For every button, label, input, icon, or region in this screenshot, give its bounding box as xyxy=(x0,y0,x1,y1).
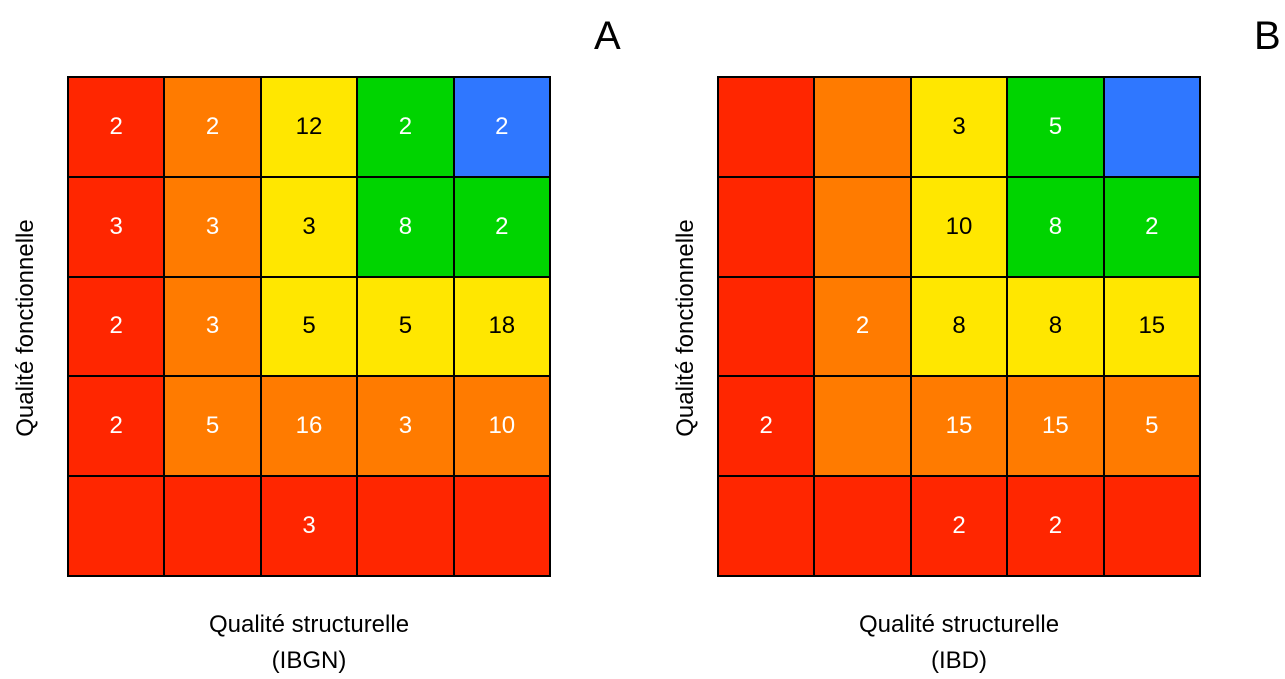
x-axis-label-block: Qualité structurelle (IBD) xyxy=(717,607,1201,679)
heatmap-cell xyxy=(164,476,261,576)
heatmap-cell: 2 xyxy=(68,77,165,177)
heatmap-cell xyxy=(718,176,815,277)
heatmap-cell: 2 xyxy=(910,476,1008,576)
panel-label: A xyxy=(594,14,621,58)
heatmap-cell: 15 xyxy=(1007,376,1104,477)
heatmap-cell xyxy=(1103,77,1200,177)
panel-b: B Qualité fonctionnelle 3 5 10 8 2 2 8 8 15 2 15 15… xyxy=(660,0,1281,679)
heatmap-cell: 2 xyxy=(453,77,550,177)
x-axis-index-label: (IBD) xyxy=(931,647,987,674)
heatmap-cell: 8 xyxy=(1007,276,1104,377)
heatmap-cell xyxy=(718,476,815,576)
heatmap-cell xyxy=(1103,476,1200,576)
heatmap-cell: 5 xyxy=(260,276,358,377)
heatmap-cell: 2 xyxy=(68,276,165,377)
heatmap-cell: 2 xyxy=(164,77,261,177)
x-axis-label: Qualité structurelle xyxy=(208,611,410,638)
heatmap-cell xyxy=(814,176,911,277)
panel-label: B xyxy=(1254,14,1281,58)
heatmap-cell: 5 xyxy=(164,376,261,477)
heatmap-grid: 3 5 10 8 2 2 8 8 15 2 15 15 5 2 2 xyxy=(717,76,1201,577)
heatmap-cell xyxy=(718,77,815,177)
heatmap-cell: 2 xyxy=(814,276,911,377)
heatmap-cell: 12 xyxy=(260,77,358,177)
heatmap-cell: 3 xyxy=(357,376,454,477)
heatmap-cell xyxy=(814,476,911,576)
heatmap-cell xyxy=(814,77,911,177)
heatmap-cell xyxy=(68,476,165,576)
heatmap-cell: 3 xyxy=(260,176,358,277)
heatmap-cell: 3 xyxy=(68,176,165,277)
heatmap-cell: 2 xyxy=(357,77,454,177)
heatmap-cell: 2 xyxy=(68,376,165,477)
x-axis-label-block: Qualité structurelle (IBGN) xyxy=(67,607,551,679)
heatmap-cell: 8 xyxy=(1007,176,1104,277)
heatmap-cell: 8 xyxy=(357,176,454,277)
heatmap-cell xyxy=(814,376,911,477)
heatmap-cell: 15 xyxy=(1103,276,1200,377)
heatmap-cell: 2 xyxy=(453,176,550,277)
heatmap-cell: 5 xyxy=(1103,376,1200,477)
heatmap-cell: 5 xyxy=(357,276,454,377)
heatmap-cell: 16 xyxy=(260,376,358,477)
heatmap-cell: 3 xyxy=(260,476,358,576)
heatmap-cell xyxy=(718,276,815,377)
y-axis-label: Qualité fonctionnelle xyxy=(672,219,699,437)
heatmap-cell: 10 xyxy=(910,176,1008,277)
x-axis-index-label: (IBGN) xyxy=(271,647,347,674)
heatmap-cell: 2 xyxy=(1103,176,1200,277)
panel-a: A Qualité fonctionnelle 2 2 12 2 2 3 3 3 8 2 2 3 5 5 1… xyxy=(0,0,621,679)
heatmap-cell: 3 xyxy=(164,176,261,277)
heatmap-grid: 2 2 12 2 2 3 3 3 8 2 2 3 5 5 18 2 5 16 3 10 3 xyxy=(67,76,551,577)
heatmap-cell: 15 xyxy=(910,376,1008,477)
heatmap-cell: 5 xyxy=(1007,77,1104,177)
x-axis-label: Qualité structurelle xyxy=(858,611,1060,638)
heatmap-cell xyxy=(453,476,550,576)
heatmap-cell xyxy=(357,476,454,576)
heatmap-cell: 2 xyxy=(1007,476,1104,576)
heatmap-cell: 3 xyxy=(910,77,1008,177)
heatmap-cell: 8 xyxy=(910,276,1008,377)
y-axis-label: Qualité fonctionnelle xyxy=(12,219,39,437)
heatmap-cell: 3 xyxy=(164,276,261,377)
heatmap-cell: 2 xyxy=(718,376,815,477)
heatmap-cell: 10 xyxy=(453,376,550,477)
heatmap-cell: 18 xyxy=(453,276,550,377)
